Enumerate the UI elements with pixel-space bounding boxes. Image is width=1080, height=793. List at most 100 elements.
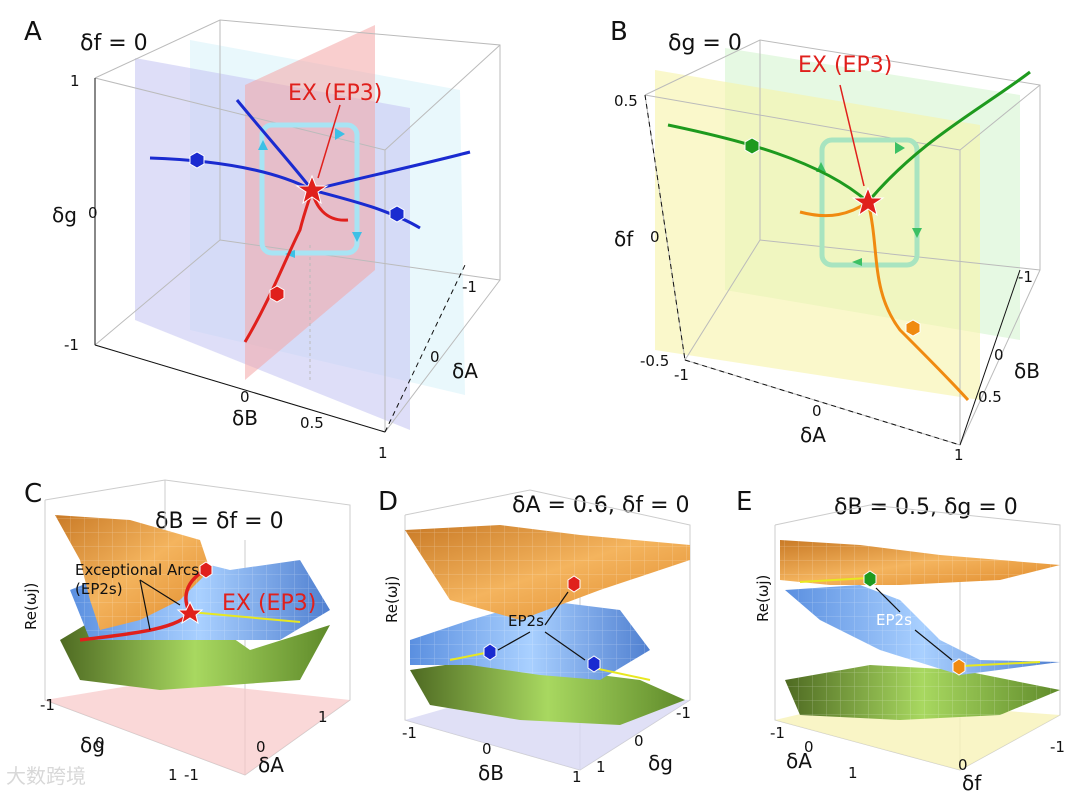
floor-plane-e xyxy=(775,700,1060,770)
axis-label-B: δB xyxy=(1014,359,1040,383)
loop-arrow-icon xyxy=(352,232,362,242)
ex-pointer-b xyxy=(839,84,865,187)
encircling-loop-a xyxy=(259,122,360,256)
panel-a-condition: δf = 0 xyxy=(80,31,148,56)
panel-b: B δg = 0 EX (EP3) 0.5 0 -0.5 δf xyxy=(610,17,1041,464)
tick: -1 xyxy=(462,278,477,296)
tick: 0 xyxy=(256,738,266,756)
tick: 1 xyxy=(954,446,964,464)
axis-label-A: δA xyxy=(800,423,826,447)
tick: 0.5 xyxy=(978,388,1002,406)
arcs-label-2: (EP2s) xyxy=(75,580,123,598)
panel-a: A δf = 0 xyxy=(24,17,501,462)
ep2-hexagon-icon xyxy=(863,570,877,588)
panel-c-ex-label: EX (EP3) xyxy=(222,591,316,616)
ep2-hexagon-icon xyxy=(269,285,285,303)
panel-b-ex-label: EX (EP3) xyxy=(798,53,892,78)
surface-grid-c2 xyxy=(55,515,210,630)
degeneracy-line-d xyxy=(593,667,651,681)
ep2-hexagon-icon xyxy=(483,643,497,661)
ep2s-label-d: EP2s xyxy=(508,612,544,630)
ep2-hexagon-icon xyxy=(952,658,966,676)
floor-plane-c xyxy=(45,680,350,775)
tick: 0.5 xyxy=(300,414,324,432)
tick: 1 xyxy=(378,444,388,462)
axis-label-f: δf xyxy=(962,771,982,793)
ep2-hexagon-icon xyxy=(567,575,581,593)
zlabel-e: Re(ωj) xyxy=(754,575,772,622)
loop-arrow-icon xyxy=(912,228,922,238)
tick: 0.5 xyxy=(614,92,638,110)
panel-d: D δA = 0.6, δf = 0 EP2s Re(ωj) -1 0 1 δB… xyxy=(378,487,691,786)
axis-label-g: δg xyxy=(52,203,77,227)
tick: 0 xyxy=(958,756,968,774)
surface-green-d xyxy=(410,660,685,725)
tick: 1 xyxy=(572,768,582,786)
ep3-star-icon xyxy=(295,174,329,205)
panel-c-condition: δB = δf = 0 xyxy=(155,509,284,534)
ep2-arrow xyxy=(544,631,586,661)
panel-a-box xyxy=(94,19,501,433)
tick: 0 xyxy=(240,388,250,406)
tick: -1 xyxy=(184,766,199,784)
tick: 1 xyxy=(596,758,606,776)
tick: 0 xyxy=(95,734,105,752)
degeneracy-line-c xyxy=(189,611,301,623)
ep2-arrow xyxy=(497,631,531,651)
tick: 0 xyxy=(804,738,814,756)
axis-label-g: δg xyxy=(80,733,105,757)
loop-arrow-icon xyxy=(852,258,862,266)
axis-label-A: δA xyxy=(258,753,284,777)
panel-e-label: E xyxy=(736,487,752,517)
tick: -1 xyxy=(770,724,785,742)
panel-e: E δB = 0.5, δg = 0 EP2s Re(ωj) -1 0 1 δA… xyxy=(736,487,1065,793)
degeneracy-line-d xyxy=(449,651,491,661)
ep2-hexagon-icon xyxy=(199,561,213,579)
arcs-arrow xyxy=(139,579,181,606)
tick: -1 xyxy=(676,704,691,722)
tick: 0 xyxy=(634,732,644,750)
tick: 0 xyxy=(88,204,98,222)
panel-e-condition: δB = 0.5, δg = 0 xyxy=(834,495,1018,520)
ep2-hexagon-icon xyxy=(905,319,921,337)
zlabel-c: Re(ωj) xyxy=(22,583,40,630)
tick: 1 xyxy=(848,764,858,782)
degeneracy-line-e xyxy=(799,577,869,583)
tick: 0 xyxy=(812,402,822,420)
axis-label-A: δA xyxy=(452,359,478,383)
surface-grid-e2 xyxy=(785,585,1060,675)
ep2s-label-e: EP2s xyxy=(876,611,912,629)
watermark: 大数跨境 xyxy=(6,764,86,788)
encircling-loop-b xyxy=(819,137,920,268)
surface-grid-d2 xyxy=(405,525,690,620)
tick: -1 xyxy=(64,336,79,354)
ep2-arrow xyxy=(914,629,953,661)
zlabel-d: Re(ωj) xyxy=(383,576,401,623)
surface-grid-e3 xyxy=(780,540,1060,585)
degeneracy-line-e xyxy=(961,661,1041,667)
tick: -0.5 xyxy=(640,352,669,370)
panel-a-label: A xyxy=(24,17,42,47)
tick: -1 xyxy=(402,724,417,742)
orange-curve-b xyxy=(799,199,970,402)
tick: 1 xyxy=(318,708,328,726)
panel-b-label: B xyxy=(610,17,628,47)
plane-yellow xyxy=(655,70,980,400)
tick: -1 xyxy=(1018,268,1033,286)
axis-label-B: δB xyxy=(232,406,258,430)
surface-grid-e xyxy=(785,665,1060,720)
tick: -1 xyxy=(1050,738,1065,756)
ep3-star-icon xyxy=(176,600,204,625)
arcs-label: Exceptional Arcs xyxy=(75,561,199,579)
loop-arrow-icon xyxy=(895,142,905,154)
tick: 1 xyxy=(168,766,178,784)
axis-label-A: δA xyxy=(786,749,812,773)
ep2-arrow xyxy=(544,591,569,626)
ep2-arrow xyxy=(875,587,901,613)
panel-c-label: C xyxy=(24,479,42,509)
ep2-hexagon-icon xyxy=(189,151,205,169)
tick: 0 xyxy=(430,348,440,366)
tick: -1 xyxy=(40,696,55,714)
ep2-hexagon-icon xyxy=(389,205,405,223)
